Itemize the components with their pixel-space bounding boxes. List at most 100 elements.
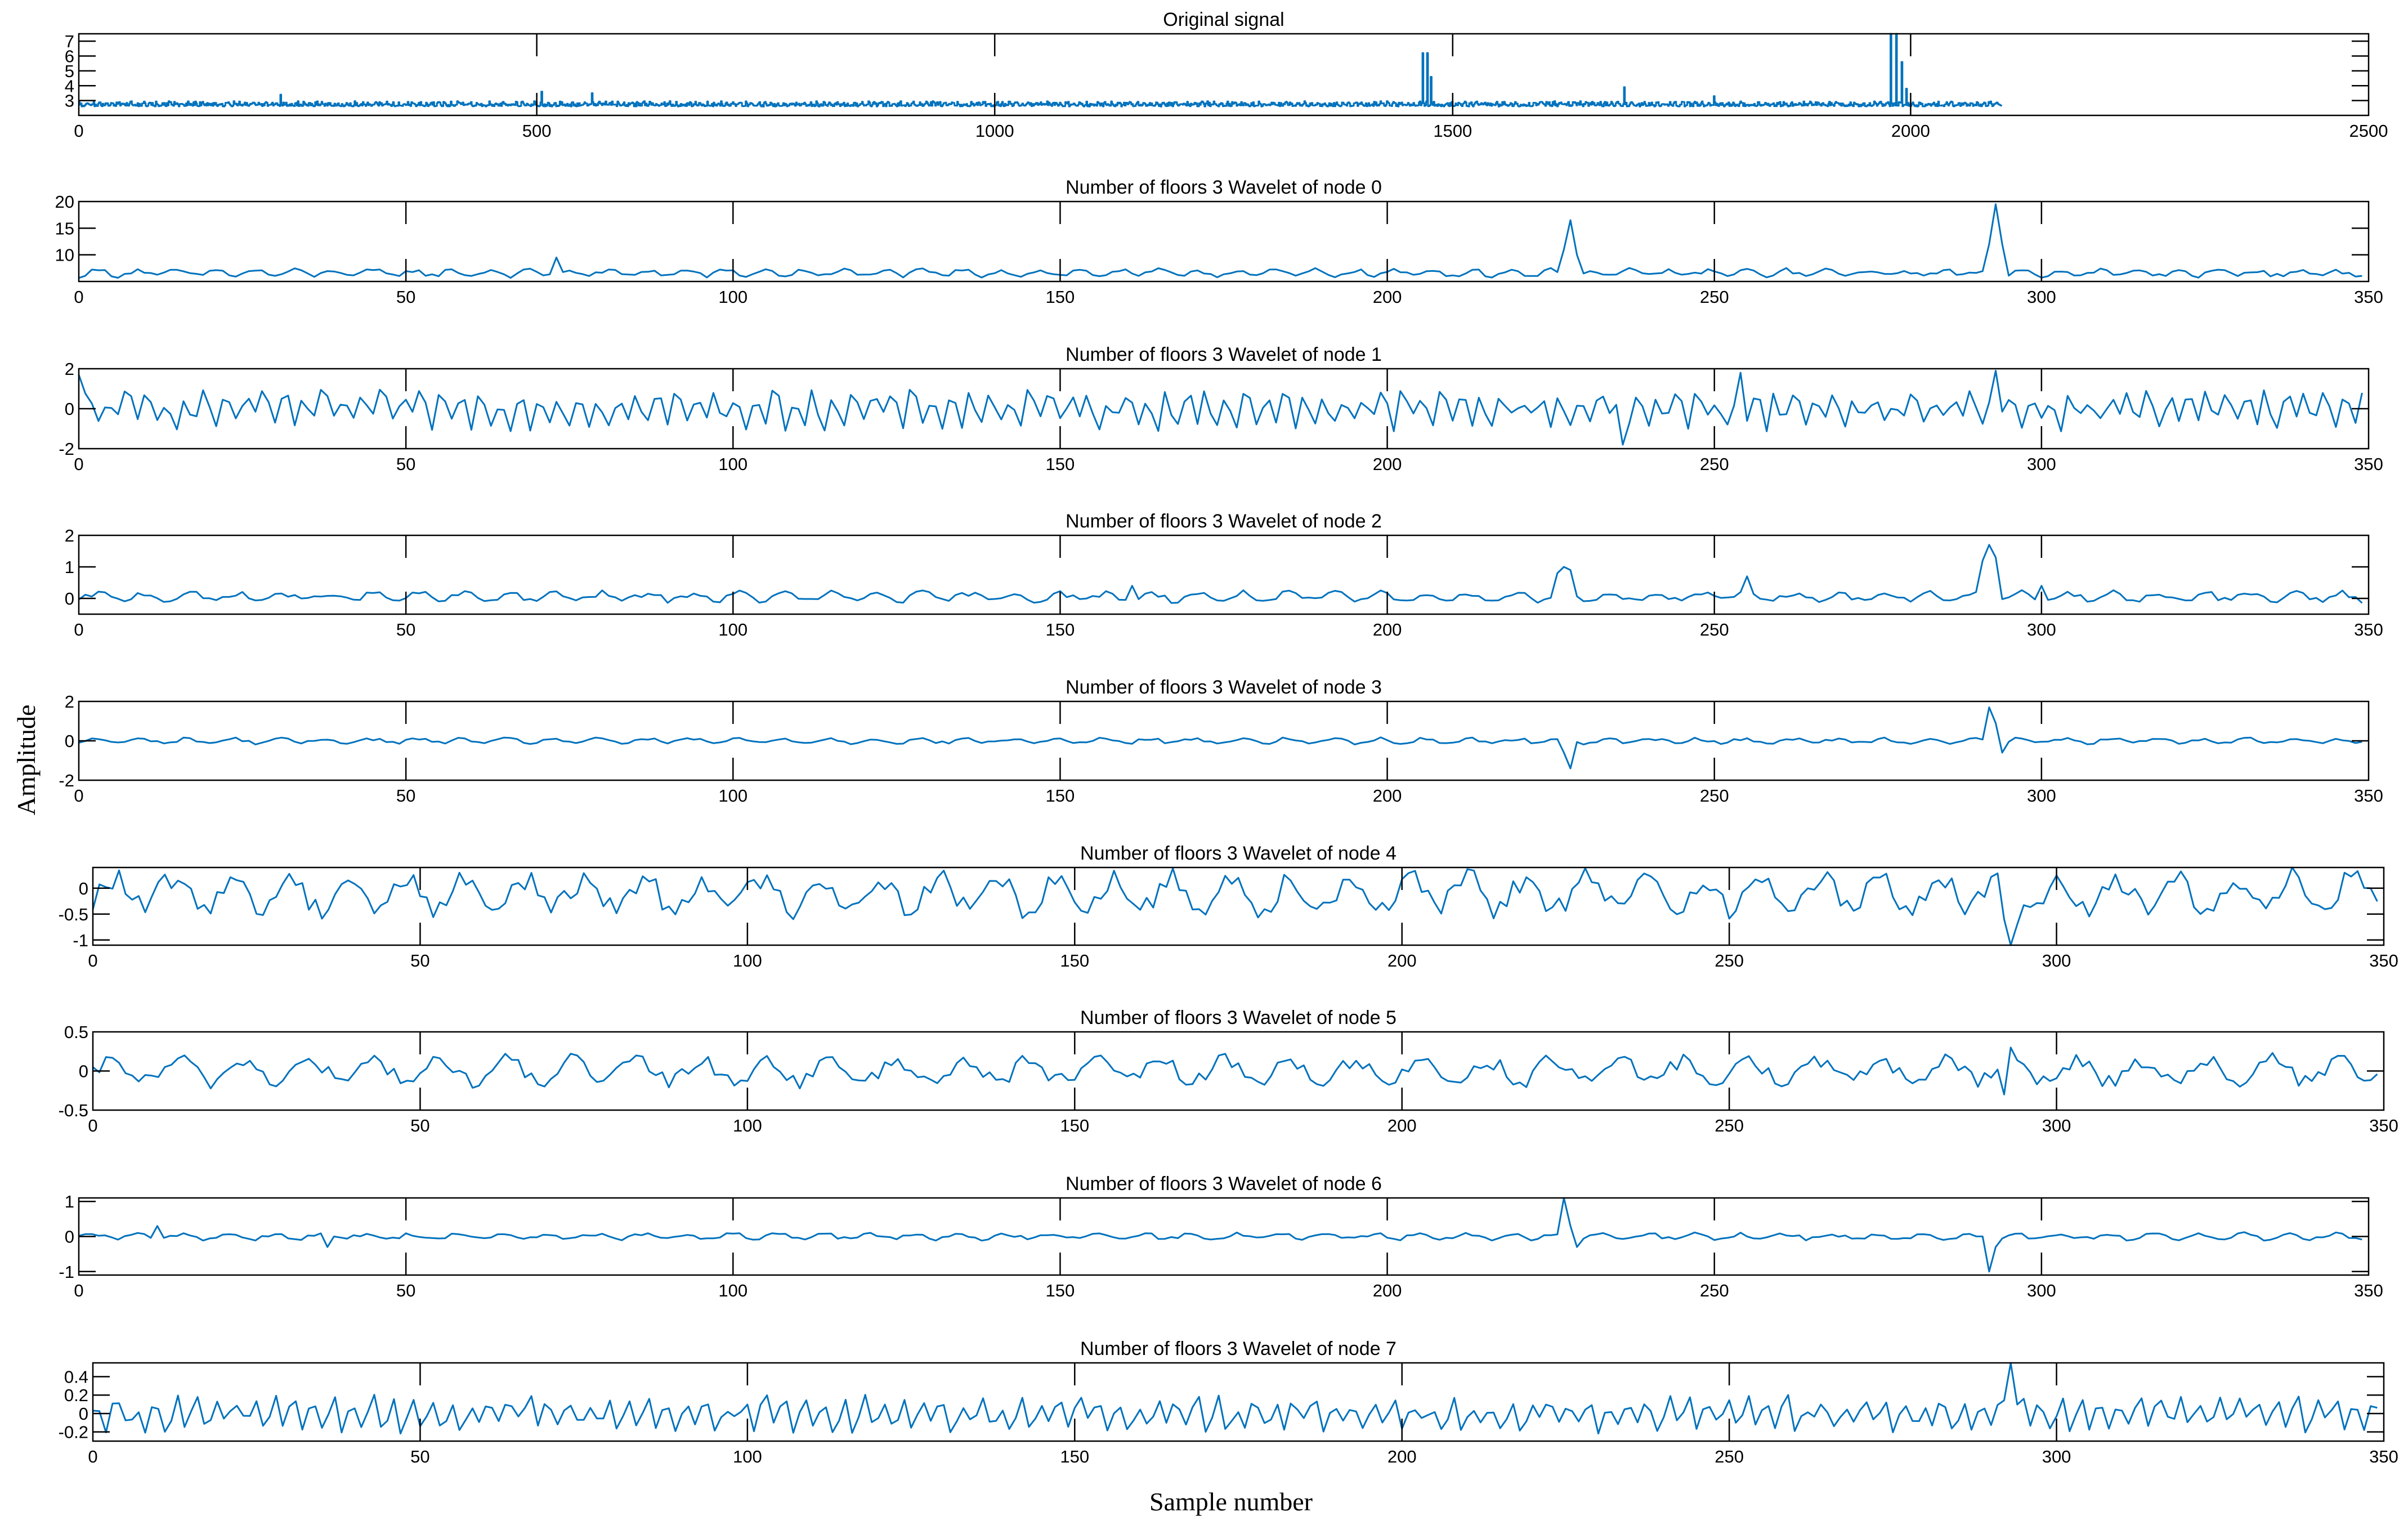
y-tick-label: 0.2 <box>64 1385 88 1405</box>
x-tick-label: 150 <box>1046 1281 1075 1300</box>
x-tick-label: 0 <box>74 121 83 141</box>
y-tick-label: 15 <box>55 218 74 238</box>
x-tick-label: 50 <box>396 454 415 474</box>
subplot-2: Number of floors 3 Wavelet of node 1 0 50 1… <box>59 344 2383 474</box>
x-tick-label: 200 <box>1373 287 1402 307</box>
y-tick-label: 0 <box>79 879 88 898</box>
x-tick-label: 0 <box>74 287 83 307</box>
y-tick-label: -0.5 <box>59 1101 88 1120</box>
x-tick-label: 250 <box>1700 287 1729 307</box>
x-tick-label: 150 <box>1046 786 1075 806</box>
x-tick-label: 250 <box>1715 1116 1744 1135</box>
series-line <box>78 706 2362 770</box>
x-tick-label: 50 <box>396 620 415 639</box>
y-tick-label: 1 <box>65 1192 74 1211</box>
y-tick-label: 0 <box>79 1404 88 1424</box>
x-tick-label: 100 <box>733 1447 762 1466</box>
subplot-title: Number of floors 3 Wavelet of node 1 <box>1066 344 1382 365</box>
x-tick-label: 300 <box>2042 1116 2071 1135</box>
x-tick-label: 50 <box>410 951 429 971</box>
y-tick-label: 0 <box>65 1227 74 1247</box>
x-tick-label: 200 <box>1387 1116 1417 1135</box>
axes-box <box>78 368 2370 450</box>
subplot-title: Number of floors 3 Wavelet of node 2 <box>1066 511 1382 532</box>
y-tick-label: 2 <box>65 692 74 712</box>
subplot-8: Number of floors 3 Wavelet of node 7 0 50 1… <box>59 1338 2398 1466</box>
y-tick-label: -2 <box>59 771 74 790</box>
series-line <box>78 544 2363 604</box>
series-line <box>92 866 2378 946</box>
x-tick-label: 0 <box>74 454 83 474</box>
axes-box <box>78 33 2370 117</box>
y-tick-label: 6 <box>65 47 74 66</box>
y-tick-label: -0.2 <box>59 1423 88 1442</box>
x-tick-label: 300 <box>2027 620 2056 639</box>
y-tick-label: 2 <box>65 526 74 545</box>
x-tick-label: 350 <box>2354 287 2383 307</box>
x-tick-label: 150 <box>1046 620 1075 639</box>
y-tick-label: 0 <box>65 589 74 609</box>
subplot-7: Number of floors 3 Wavelet of node 6 0 50 1… <box>59 1173 2383 1300</box>
x-tick-label: 150 <box>1060 1447 1089 1466</box>
x-tick-label: 50 <box>410 1447 429 1466</box>
x-tick-label: 250 <box>1715 951 1744 971</box>
x-tick-label: 50 <box>396 1281 415 1300</box>
x-tick-label: 350 <box>2369 1447 2398 1466</box>
x-tick-label: 350 <box>2354 1281 2383 1300</box>
x-tick-label: 300 <box>2027 1281 2056 1300</box>
x-tick-label: 300 <box>2027 454 2056 474</box>
x-tick-label: 150 <box>1060 951 1089 971</box>
x-tick-label: 100 <box>718 620 748 639</box>
subplot-title: Original signal <box>1163 9 1284 30</box>
subplot-1: Number of floors 3 Wavelet of node 0 0 50 1… <box>55 177 2383 307</box>
y-tick-label: 7 <box>65 32 74 51</box>
y-tick-label: 0 <box>65 399 74 419</box>
y-tick-label: -0.5 <box>59 905 88 924</box>
x-tick-label: 0 <box>88 1447 97 1466</box>
y-tick-label: 0.5 <box>64 1022 88 1042</box>
x-tick-label: 350 <box>2369 1116 2398 1135</box>
x-tick-label: 250 <box>1715 1447 1744 1466</box>
x-tick-label: 350 <box>2354 620 2383 639</box>
y-tick-label: 1 <box>65 557 74 577</box>
axes-box <box>92 866 2385 946</box>
x-tick-label: 100 <box>718 287 748 307</box>
x-tick-label: 200 <box>1373 1281 1402 1300</box>
x-tick-label: 250 <box>1700 620 1729 639</box>
axes-box <box>78 700 2370 781</box>
subplot-title: Number of floors 3 Wavelet of node 7 <box>1080 1338 1397 1359</box>
x-tick-label: 200 <box>1373 786 1402 806</box>
x-tick-label: 350 <box>2354 786 2383 806</box>
x-tick-label: 1000 <box>975 121 1014 141</box>
x-tick-label: 250 <box>1700 1281 1729 1300</box>
x-tick-label: 50 <box>410 1116 429 1135</box>
x-tick-label: 250 <box>1700 454 1729 474</box>
x-tick-label: 100 <box>718 454 748 474</box>
subplot-4: Number of floors 3 Wavelet of node 3 0 50 1… <box>59 677 2383 806</box>
axes-box <box>78 534 2370 615</box>
axes-box <box>92 1362 2385 1442</box>
x-tick-label: 200 <box>1387 1447 1417 1466</box>
subplot-title: Number of floors 3 Wavelet of node 5 <box>1080 1007 1397 1028</box>
y-tick-label: -1 <box>59 1262 74 1282</box>
y-tick-label: 3 <box>65 91 74 111</box>
y-tick-label: 20 <box>55 192 74 212</box>
y-tick-label: 0 <box>65 731 74 751</box>
x-tick-label: 100 <box>718 1281 748 1300</box>
series-line <box>78 1197 2362 1273</box>
x-tick-label: 500 <box>522 121 552 141</box>
subplot-title: Number of floors 3 Wavelet of node 6 <box>1066 1173 1382 1195</box>
x-tick-label: 350 <box>2369 951 2398 971</box>
x-tick-label: 300 <box>2027 786 2056 806</box>
x-tick-label: 200 <box>1373 620 1402 639</box>
x-tick-label: 0 <box>74 786 83 806</box>
x-tick-label: 150 <box>1060 1116 1089 1135</box>
subplot-title: Number of floors 3 Wavelet of node 4 <box>1080 843 1397 864</box>
y-tick-label: -2 <box>59 439 74 459</box>
y-tick-label: 0.4 <box>64 1367 88 1387</box>
x-tick-label: 200 <box>1387 951 1417 971</box>
y-tick-label: 10 <box>55 245 74 265</box>
subplot-title: Number of floors 3 Wavelet of node 3 <box>1066 677 1382 698</box>
y-tick-label: 2 <box>65 359 74 379</box>
